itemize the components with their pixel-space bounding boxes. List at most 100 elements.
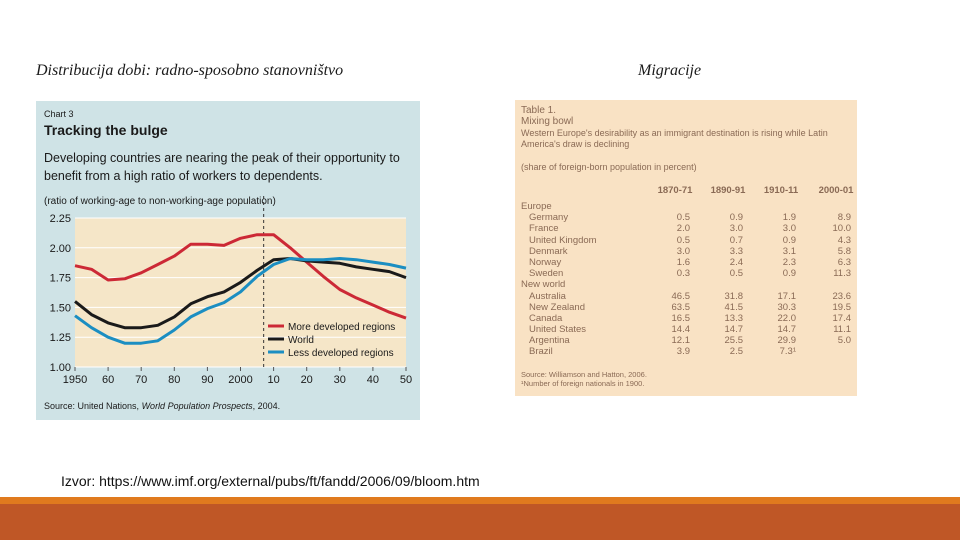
table-subtitle: Western Europe's desirability as an immi… bbox=[521, 128, 828, 149]
table-row: Canada 16.5 13.3 22.0 17.4 bbox=[515, 313, 857, 324]
table-footnote: ¹Number of foreign nationals in 1900. bbox=[521, 379, 645, 388]
series-line-less-developed-regions bbox=[74, 257, 407, 345]
chart-source: Source: United Nations, World Population… bbox=[44, 401, 281, 411]
x-tick-label: 20 bbox=[301, 374, 313, 386]
series-line-world bbox=[74, 257, 407, 330]
left-heading: Distribucija dobi: radno-sposobno stanov… bbox=[36, 62, 344, 79]
table-cell: 0.9 bbox=[782, 234, 796, 246]
y-tick-label: 1.50 bbox=[50, 302, 71, 314]
table-cell: 1.9 bbox=[782, 212, 796, 224]
chart-label: Chart 3 bbox=[44, 109, 74, 119]
table-title: Mixing bowl bbox=[521, 116, 574, 127]
table-cell: 14.4 bbox=[671, 324, 691, 336]
table-row: Argentina 12.1 25.5 29.9 5.0 bbox=[515, 335, 857, 346]
table-cell: 31.8 bbox=[724, 290, 744, 302]
legend-label: World bbox=[288, 335, 314, 346]
table-cell: 3.0 bbox=[729, 223, 743, 235]
table-cell: 2.4 bbox=[729, 256, 743, 268]
table-row: France 2.0 3.0 3.0 10.0 bbox=[515, 223, 857, 234]
table-column-header: 1890-91 bbox=[710, 185, 746, 196]
table-cell: 46.5 bbox=[671, 290, 691, 302]
table-row: Brazil 3.9 2.5 7.3¹ bbox=[515, 346, 857, 357]
chart-title: Tracking the bulge bbox=[44, 122, 168, 138]
table-row-label: Canada bbox=[529, 312, 563, 324]
table-cell: 14.7 bbox=[777, 324, 797, 336]
x-tick-label: 2000 bbox=[228, 374, 252, 386]
table-cell: 3.9 bbox=[676, 346, 690, 358]
table-cell: 3.3 bbox=[729, 245, 743, 257]
table-cell: 1.6 bbox=[676, 256, 690, 268]
table-column-header: 2000-01 bbox=[818, 185, 854, 196]
table-cell: 0.5 bbox=[729, 268, 743, 280]
line-chart-panel: Chart 3 Tracking the bulge Developing co… bbox=[36, 101, 420, 420]
footer-source: Izvor: https://www.imf.org/external/pubs… bbox=[61, 473, 480, 489]
x-tick-label: 40 bbox=[367, 374, 379, 386]
table-cell: 17.1 bbox=[777, 290, 797, 302]
table-cell: 2.5 bbox=[729, 346, 743, 358]
table-column-header: 1870-71 bbox=[657, 185, 693, 196]
table-row-label: Europe bbox=[521, 201, 552, 212]
table-cell: 3.0 bbox=[782, 223, 796, 235]
table-cell: 17.4 bbox=[832, 312, 852, 324]
table-source-text: Source: Williamson and Hatton, 2006. bbox=[521, 370, 647, 379]
table-cell: 29.9 bbox=[777, 335, 797, 347]
table-cell: 0.3 bbox=[676, 268, 690, 280]
table-cell: 22.0 bbox=[777, 312, 797, 324]
table-cell: 3.1 bbox=[782, 245, 796, 257]
table-row: Denmark 3.0 3.3 3.1 5.8 bbox=[515, 246, 857, 257]
table-row-label: New world bbox=[521, 279, 566, 291]
table-cell: 11.1 bbox=[833, 324, 851, 336]
table-row: Sweden 0.3 0.5 0.9 11.3 bbox=[515, 268, 857, 279]
x-tick-label: 10 bbox=[267, 374, 279, 386]
table-cell: 6.3 bbox=[837, 256, 851, 268]
table-row: United States 14.4 14.7 14.7 11.1 bbox=[515, 324, 857, 335]
table-cell: 12.1 bbox=[671, 335, 691, 347]
table-cell: 3.0 bbox=[676, 245, 690, 257]
table-row-label: New Zealand bbox=[529, 301, 585, 313]
table-row: Norway 1.6 2.4 2.3 6.3 bbox=[515, 257, 857, 268]
x-tick-label: 60 bbox=[102, 374, 114, 386]
table-cell: 8.9 bbox=[837, 212, 851, 224]
table-cell: 4.3 bbox=[837, 234, 851, 246]
y-tick-label: 1.75 bbox=[50, 273, 71, 285]
table-cell: 14.7 bbox=[724, 324, 744, 336]
table-row: Europe bbox=[515, 201, 857, 212]
x-tick-label: 70 bbox=[135, 374, 147, 386]
footer-accent-bar bbox=[0, 497, 960, 504]
table-cell: 30.3 bbox=[777, 301, 797, 313]
table-row-label: Argentina bbox=[529, 335, 570, 347]
table-row-label: Australia bbox=[529, 290, 566, 302]
table-cell: 11.3 bbox=[833, 268, 851, 280]
y-tick-label: 1.00 bbox=[50, 362, 71, 374]
migration-table-panel: Table 1. Mixing bowl Western Europe's de… bbox=[515, 100, 857, 396]
table-row: United Kingdom 0.5 0.7 0.9 4.3 bbox=[515, 235, 857, 246]
table-cell: 0.5 bbox=[676, 212, 690, 224]
table-cell: 63.5 bbox=[671, 301, 691, 313]
table-cell: 16.5 bbox=[671, 312, 691, 324]
table-row-label: United Kingdom bbox=[529, 234, 597, 246]
y-tick-label: 2.00 bbox=[50, 243, 71, 255]
y-tick-label: 1.25 bbox=[50, 332, 71, 344]
table-row-label: Norway bbox=[529, 256, 562, 268]
table-row-label: Sweden bbox=[529, 268, 564, 280]
table-cell: 7.3¹ bbox=[779, 346, 796, 358]
x-tick-label: 1950 bbox=[63, 374, 87, 386]
x-tick-label: 80 bbox=[168, 374, 180, 386]
x-tick-label: 30 bbox=[334, 374, 346, 386]
table-cell: 19.5 bbox=[832, 301, 852, 313]
table-cell: 5.8 bbox=[837, 245, 851, 257]
table-row-label: Germany bbox=[529, 212, 569, 224]
table-source: Source: Williamson and Hatton, 2006. ¹Nu… bbox=[521, 370, 647, 388]
chart-plot: 1.00 1.25 1.50 1.75 2.00 2.25 1950 60 70 80 90 2000… bbox=[50, 196, 412, 386]
footer-bar bbox=[0, 504, 960, 540]
chart-ylabel: (ratio of working-age to non-working-age… bbox=[44, 196, 276, 207]
table-label: Table 1. bbox=[521, 105, 557, 116]
table-cell: 2.0 bbox=[676, 223, 690, 235]
table-cell: 2.3 bbox=[782, 256, 796, 268]
table-row-label: United States bbox=[529, 324, 587, 336]
table-cell: 25.5 bbox=[724, 335, 744, 347]
table-cell: 0.9 bbox=[782, 268, 796, 280]
legend-label: Less developed regions bbox=[288, 348, 394, 359]
table-cell: 0.7 bbox=[729, 234, 743, 246]
table-cell: 23.6 bbox=[832, 290, 852, 302]
